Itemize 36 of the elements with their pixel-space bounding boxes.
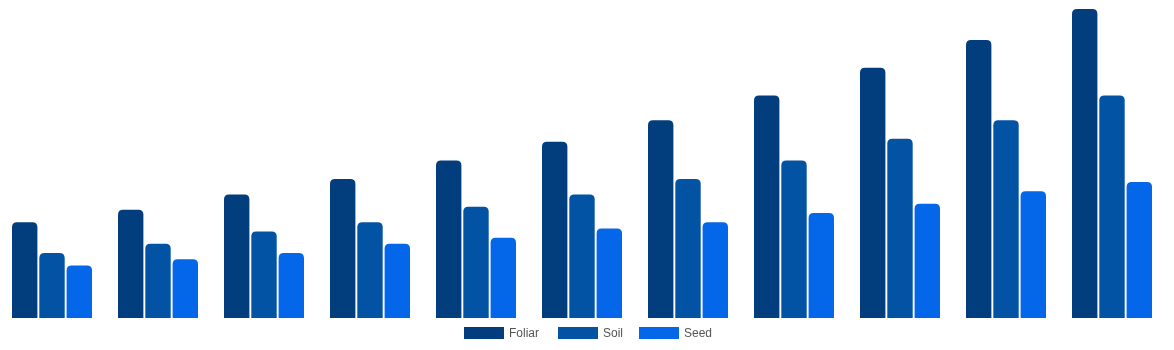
bar [490,237,516,318]
bar [1126,182,1152,318]
bar [118,209,144,318]
bar [224,194,250,318]
bar [569,194,595,318]
bar [463,206,489,318]
legend-label: Seed [684,326,713,340]
bar [145,243,171,318]
bar [330,178,356,318]
bar [39,253,65,318]
bar [993,120,1019,318]
bar [754,95,780,318]
legend-label: Soil [603,326,624,340]
bar [436,160,462,318]
bar [648,120,674,318]
bar [384,243,410,318]
bar [675,178,701,318]
bar [1099,95,1125,318]
bar [914,203,940,318]
bar [808,212,834,318]
bar [12,222,38,318]
bar [596,228,622,318]
bar [1072,9,1098,318]
bar [702,222,728,318]
bar [781,160,807,318]
bar [278,253,304,318]
bar [966,39,992,318]
bar [860,67,886,318]
bar [251,231,277,318]
legend-label: Foliar [509,326,540,340]
bar [66,265,92,318]
bar [172,259,198,318]
bar [1020,191,1046,318]
bar [542,141,568,318]
bar [887,138,913,318]
bar [357,222,383,318]
